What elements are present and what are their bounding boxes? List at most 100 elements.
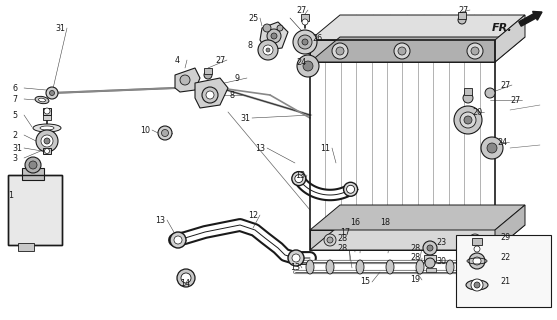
Circle shape xyxy=(471,279,483,291)
Circle shape xyxy=(423,241,437,255)
Circle shape xyxy=(425,258,435,268)
Circle shape xyxy=(266,48,270,52)
Polygon shape xyxy=(310,15,525,40)
Text: 9: 9 xyxy=(235,74,240,83)
Ellipse shape xyxy=(446,260,454,274)
Circle shape xyxy=(394,43,410,59)
Circle shape xyxy=(46,87,58,99)
Text: 31: 31 xyxy=(55,23,65,33)
Circle shape xyxy=(45,148,50,154)
Text: 25: 25 xyxy=(248,13,258,22)
Polygon shape xyxy=(175,68,200,92)
Bar xyxy=(18,243,34,251)
Ellipse shape xyxy=(326,260,334,274)
Bar xyxy=(43,115,51,120)
Circle shape xyxy=(174,236,182,244)
Circle shape xyxy=(485,88,495,98)
Text: 19: 19 xyxy=(410,276,420,284)
Circle shape xyxy=(324,234,336,246)
Text: 13: 13 xyxy=(255,143,265,153)
Circle shape xyxy=(180,75,190,85)
Circle shape xyxy=(481,137,503,159)
Bar xyxy=(456,235,551,307)
Circle shape xyxy=(263,45,273,55)
Circle shape xyxy=(298,35,312,49)
Text: 4: 4 xyxy=(175,55,180,65)
Circle shape xyxy=(303,61,313,71)
Circle shape xyxy=(474,246,480,252)
Circle shape xyxy=(181,273,191,283)
Text: 16: 16 xyxy=(350,218,360,227)
Polygon shape xyxy=(310,40,495,62)
Text: 31: 31 xyxy=(12,143,22,153)
Bar xyxy=(43,108,51,115)
Circle shape xyxy=(473,257,481,265)
Circle shape xyxy=(263,24,271,32)
Text: 27: 27 xyxy=(458,5,468,14)
Circle shape xyxy=(50,91,55,95)
Circle shape xyxy=(288,250,304,266)
Circle shape xyxy=(346,185,355,193)
Text: 2: 2 xyxy=(12,131,17,140)
Polygon shape xyxy=(310,205,525,230)
Circle shape xyxy=(44,138,50,144)
Text: 14: 14 xyxy=(180,278,190,287)
Circle shape xyxy=(454,106,482,134)
Bar xyxy=(301,14,309,21)
Text: 7: 7 xyxy=(12,94,17,103)
Circle shape xyxy=(162,130,169,137)
Ellipse shape xyxy=(38,98,46,102)
Circle shape xyxy=(469,234,481,246)
Text: 10: 10 xyxy=(140,125,150,134)
Text: 30: 30 xyxy=(436,258,446,267)
Text: 21: 21 xyxy=(500,277,510,286)
Text: 28: 28 xyxy=(337,234,347,243)
Circle shape xyxy=(474,282,480,288)
Circle shape xyxy=(202,87,218,103)
Circle shape xyxy=(487,143,497,153)
Ellipse shape xyxy=(466,280,488,290)
Circle shape xyxy=(472,237,478,243)
Polygon shape xyxy=(310,37,525,62)
Polygon shape xyxy=(310,230,495,250)
Text: 3: 3 xyxy=(12,154,17,163)
Circle shape xyxy=(277,25,283,31)
Text: 15: 15 xyxy=(360,277,370,286)
Bar xyxy=(472,238,482,245)
Text: 23: 23 xyxy=(436,237,446,246)
Circle shape xyxy=(293,30,317,54)
Text: 13: 13 xyxy=(290,263,300,273)
Circle shape xyxy=(467,43,483,59)
Ellipse shape xyxy=(306,260,314,274)
Text: 26: 26 xyxy=(312,34,322,43)
Ellipse shape xyxy=(33,124,61,132)
Bar xyxy=(426,268,436,272)
Circle shape xyxy=(158,126,172,140)
Circle shape xyxy=(292,254,300,262)
Circle shape xyxy=(44,108,50,114)
Text: 17: 17 xyxy=(340,228,350,236)
Circle shape xyxy=(460,112,476,128)
Circle shape xyxy=(302,39,308,45)
Circle shape xyxy=(398,47,406,55)
Circle shape xyxy=(267,29,281,43)
Circle shape xyxy=(471,47,479,55)
Bar xyxy=(310,40,495,250)
Bar xyxy=(424,255,436,261)
Bar xyxy=(8,175,62,245)
Text: 13: 13 xyxy=(155,215,165,225)
Bar xyxy=(204,68,212,74)
Polygon shape xyxy=(260,22,288,50)
Circle shape xyxy=(292,172,306,186)
Text: 8: 8 xyxy=(230,91,235,100)
Circle shape xyxy=(336,47,344,55)
Bar xyxy=(464,88,472,95)
Circle shape xyxy=(302,19,308,25)
Bar xyxy=(22,168,44,180)
Text: 31: 31 xyxy=(240,114,250,123)
Circle shape xyxy=(29,161,37,169)
Text: 27: 27 xyxy=(215,55,225,65)
Circle shape xyxy=(271,33,277,39)
Ellipse shape xyxy=(416,260,424,274)
Circle shape xyxy=(177,269,195,287)
